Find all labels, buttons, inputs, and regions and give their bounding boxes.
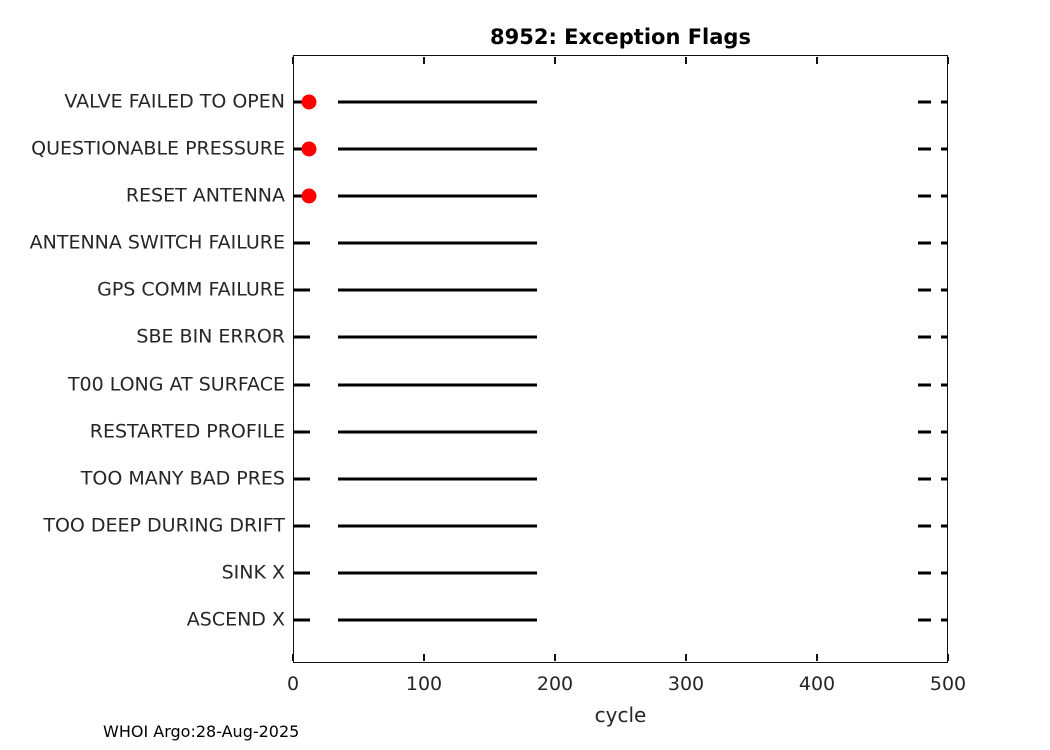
row-line-segment (337, 288, 537, 292)
y-tick-label: SBE BIN ERROR (136, 325, 285, 348)
row-line-segment (941, 383, 948, 387)
row-line-segment (337, 477, 537, 481)
row-line-segment (941, 571, 948, 575)
row-line-segment (941, 477, 948, 481)
x-tick-bottom (554, 654, 556, 661)
row-line-segment (941, 100, 948, 104)
row-line-segment (337, 100, 537, 104)
row-line-segment (293, 383, 311, 387)
x-tick-bottom (292, 654, 294, 661)
x-tick-label: 500 (929, 673, 967, 695)
x-tick-top (423, 57, 425, 64)
row-line-segment (917, 524, 931, 528)
x-tick-label: 400 (798, 673, 836, 695)
row-line-segment (941, 618, 948, 622)
row-line-segment (917, 335, 931, 339)
row-line-segment (293, 571, 311, 575)
row-line-segment (917, 477, 931, 481)
row-line-segment (941, 241, 948, 245)
row-line-segment (941, 335, 948, 339)
x-tick-top (947, 57, 949, 64)
exception-marker (301, 94, 317, 110)
row-line-segment (917, 618, 931, 622)
row-line-segment (917, 100, 931, 104)
x-tick-bottom (947, 654, 949, 661)
row-line-segment (941, 288, 948, 292)
plot-area (293, 55, 948, 663)
row-line-segment (337, 383, 537, 387)
y-tick-label: RESTARTED PROFILE (89, 420, 285, 443)
row-line-segment (337, 430, 537, 434)
x-tick-label: 0 (286, 673, 300, 695)
row-line-segment (941, 194, 948, 198)
exception-marker (301, 188, 317, 204)
row-line-segment (337, 194, 537, 198)
row-line-segment (941, 147, 948, 151)
y-tick-label: T00 LONG AT SURFACE (67, 373, 285, 396)
row-line-segment (917, 147, 931, 151)
chart-title: 8952: Exception Flags (490, 25, 751, 49)
row-line-segment (917, 194, 931, 198)
row-line-segment (293, 618, 311, 622)
row-line-segment (293, 477, 311, 481)
y-tick-label: VALVE FAILED TO OPEN (64, 90, 285, 113)
row-line-segment (917, 288, 931, 292)
x-tick-bottom (816, 654, 818, 661)
row-line-segment (941, 430, 948, 434)
row-line-segment (337, 335, 537, 339)
x-axis-label: cycle (594, 703, 647, 727)
y-tick-label: ANTENNA SWITCH FAILURE (29, 231, 285, 254)
exception-marker (301, 141, 317, 157)
row-line-segment (337, 571, 537, 575)
x-tick-top (554, 57, 556, 64)
row-line-segment (293, 288, 311, 292)
x-tick-label: 300 (667, 673, 705, 695)
y-tick-label: SINK X (221, 561, 285, 584)
x-tick-label: 100 (405, 673, 443, 695)
row-line-segment (337, 524, 537, 528)
row-line-segment (337, 618, 537, 622)
x-tick-top (292, 57, 294, 64)
row-line-segment (293, 335, 311, 339)
y-tick-label: RESET ANTENNA (125, 184, 285, 207)
x-tick-top (685, 57, 687, 64)
y-tick-label: QUESTIONABLE PRESSURE (31, 137, 285, 160)
y-tick-label: GPS COMM FAILURE (97, 278, 285, 301)
row-line-segment (337, 241, 537, 245)
x-tick-label: 200 (536, 673, 574, 695)
row-line-segment (917, 383, 931, 387)
row-line-segment (337, 147, 537, 151)
row-line-segment (917, 430, 931, 434)
y-tick-label: ASCEND X (186, 608, 285, 631)
footer-watermark: WHOI Argo:28-Aug-2025 (103, 722, 300, 741)
row-line-segment (293, 430, 311, 434)
row-line-segment (293, 524, 311, 528)
y-tick-label: TOO MANY BAD PRES (80, 467, 285, 490)
x-tick-bottom (685, 654, 687, 661)
x-tick-bottom (423, 654, 425, 661)
row-line-segment (941, 524, 948, 528)
row-line-segment (917, 571, 931, 575)
row-line-segment (917, 241, 931, 245)
y-tick-label: TOO DEEP DURING DRIFT (43, 514, 285, 537)
x-tick-top (816, 57, 818, 64)
row-line-segment (293, 241, 311, 245)
